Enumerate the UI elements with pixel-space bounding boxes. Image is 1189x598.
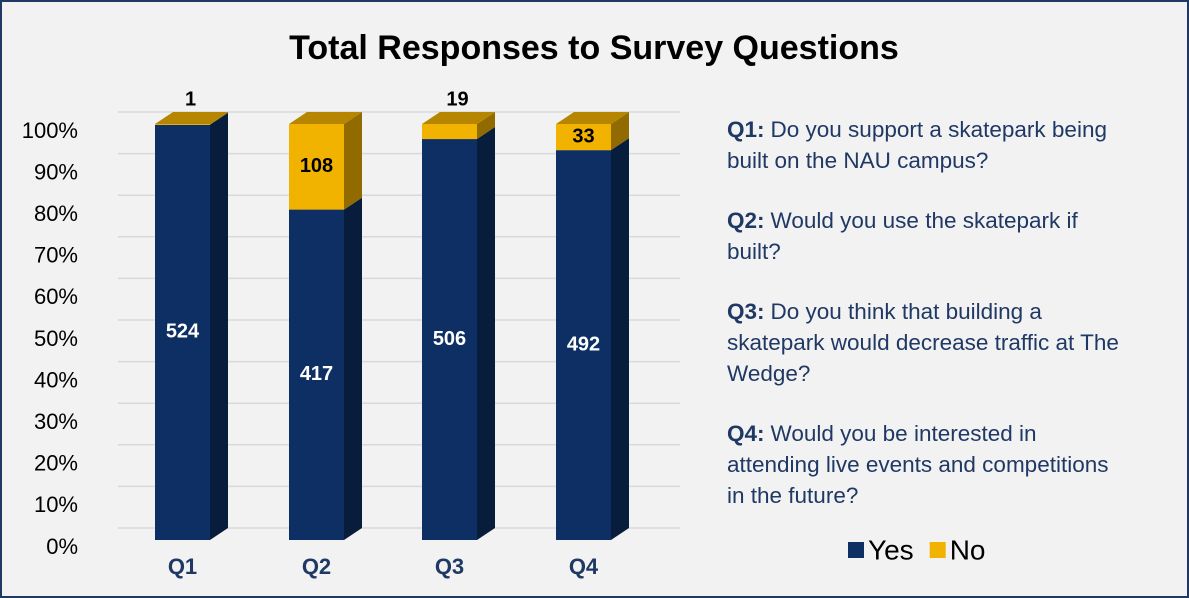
y-tick-label: 10% <box>34 492 78 517</box>
y-tick-label: 90% <box>34 159 78 184</box>
note-text: Do you think that building a skatepark w… <box>727 299 1119 386</box>
bar <box>289 124 344 210</box>
bar-side <box>210 112 228 540</box>
bar-top <box>155 112 228 124</box>
y-tick-label: 20% <box>34 451 78 476</box>
note: Q1: Do you support a skatepark being buil… <box>727 114 1122 176</box>
y-tick-label: 50% <box>34 326 78 351</box>
bar-top <box>289 112 362 124</box>
legend-swatch <box>929 542 946 558</box>
bar-side <box>477 127 495 540</box>
y-tick-label: 0% <box>46 534 78 559</box>
y-tick-label: 80% <box>34 201 78 226</box>
bar <box>155 124 210 125</box>
bar <box>422 139 477 540</box>
y-tick-label: 30% <box>34 409 78 434</box>
bar <box>556 150 611 541</box>
bar-side <box>344 197 362 540</box>
data-label: 1 <box>185 88 196 110</box>
bar-side <box>344 112 362 210</box>
y-tick-label: 70% <box>34 243 78 268</box>
y-tick-label: 60% <box>34 284 78 309</box>
chart-title: Total Responses to Survey Questions <box>289 29 899 67</box>
y-tick-label: 100% <box>22 118 78 143</box>
bar-side <box>477 112 495 140</box>
note: Q4: Would you be interested in attending … <box>727 418 1122 511</box>
note-text: Do you support a skatepark being built o… <box>727 117 1107 173</box>
bar <box>422 124 477 140</box>
bar-top <box>422 112 495 124</box>
bar-top <box>556 112 629 124</box>
data-label: 33 <box>572 125 594 147</box>
y-tick-label: 40% <box>34 367 78 392</box>
legend-label: Yes <box>868 534 914 565</box>
note-text: Would you be interested in attending liv… <box>727 421 1109 508</box>
data-label: 417 <box>300 363 333 385</box>
notes: Q1: Do you support a skatepark being buil… <box>727 114 1122 540</box>
note-label: Q4: <box>727 421 765 446</box>
bar <box>556 124 611 151</box>
note: Q3: Do you think that building a skatepar… <box>727 296 1122 389</box>
note-label: Q2: <box>727 208 765 233</box>
bar-side <box>611 112 629 151</box>
x-tick-label: Q4 <box>569 554 599 579</box>
data-label: 19 <box>446 88 468 110</box>
legend-swatch <box>848 542 864 558</box>
bar-side <box>611 138 629 541</box>
data-label: 506 <box>433 328 466 350</box>
bar-side <box>210 112 228 125</box>
bar <box>289 209 344 540</box>
note-label: Q1: <box>727 117 765 142</box>
x-tick-label: Q3 <box>435 554 464 579</box>
x-tick-label: Q2 <box>302 554 331 579</box>
note-text: Would you use the skatepark if built? <box>727 208 1078 264</box>
x-tick-label: Q1 <box>168 554 197 579</box>
data-label: 492 <box>567 333 600 355</box>
note: Q2: Would you use the skatepark if built? <box>727 205 1122 267</box>
note-label: Q3: <box>727 299 765 324</box>
bar <box>155 124 210 540</box>
legend-label: No <box>950 534 986 565</box>
data-label: 108 <box>300 155 333 177</box>
data-label: 524 <box>166 321 200 343</box>
